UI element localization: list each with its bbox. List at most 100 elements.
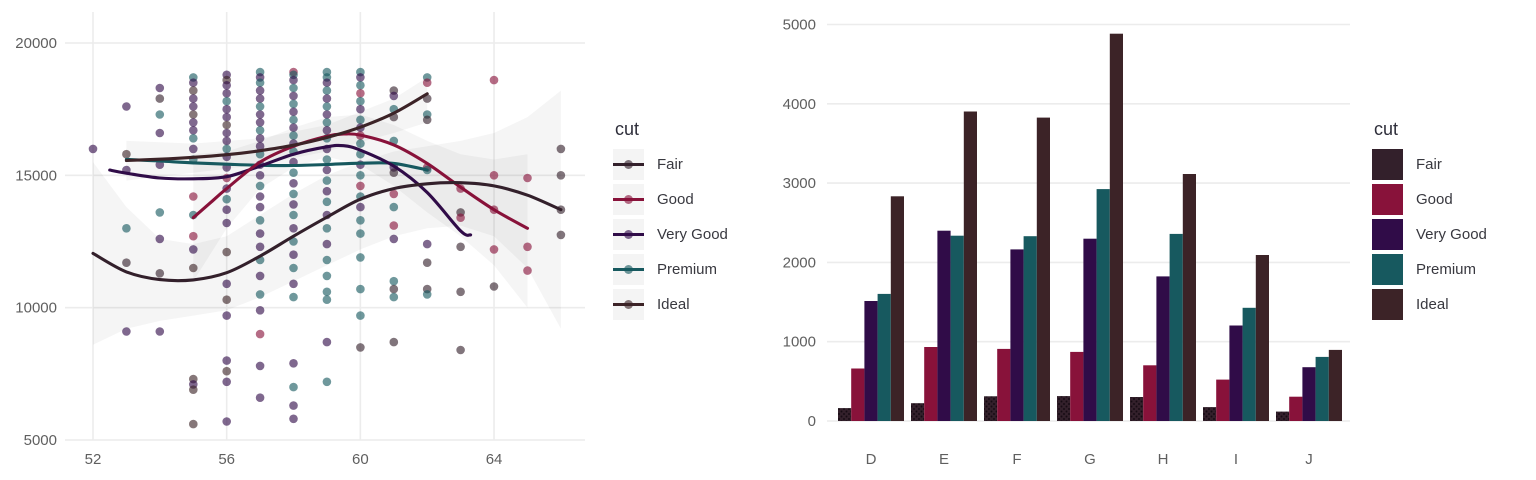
bar-ideal bbox=[1328, 349, 1342, 421]
scatter-point bbox=[289, 107, 298, 117]
legend-point bbox=[624, 195, 633, 204]
scatter-point bbox=[389, 337, 399, 347]
bar-good bbox=[1143, 365, 1157, 421]
bar-ideal bbox=[1036, 117, 1050, 421]
scatter-point bbox=[189, 118, 198, 127]
scatter-plot: 5000 10000 15000 20000 52 56 60 64 bbox=[15, 12, 585, 468]
scatter-point bbox=[356, 89, 365, 98]
bar-good bbox=[1289, 396, 1303, 421]
scatter-point bbox=[523, 242, 532, 252]
scatter-point bbox=[255, 86, 265, 95]
legend-swatch bbox=[1372, 254, 1403, 285]
legend-point bbox=[624, 160, 633, 169]
legend-point bbox=[624, 230, 633, 239]
scatter-point bbox=[255, 181, 265, 191]
scatter-point bbox=[222, 366, 231, 376]
scatter-point bbox=[155, 94, 165, 103]
scatter-point bbox=[322, 126, 332, 135]
scatter-point bbox=[255, 94, 265, 103]
scatter-point bbox=[289, 359, 298, 368]
scatter-point bbox=[456, 242, 465, 252]
legend-label: Ideal bbox=[657, 296, 690, 313]
legend-label: Fair bbox=[657, 156, 683, 173]
scatter-point bbox=[155, 269, 165, 278]
bar-legend: cut Fair Good Very Good Premium Ideal bbox=[1372, 119, 1532, 324]
legend-item-very-good: Very Good bbox=[613, 219, 773, 250]
bar-very-good bbox=[1229, 325, 1243, 421]
scatter-point bbox=[422, 115, 432, 125]
bar-group-I bbox=[1203, 255, 1269, 421]
scatter-point bbox=[523, 266, 532, 275]
legend-key-line bbox=[613, 289, 644, 320]
bar-group-F bbox=[984, 117, 1050, 421]
scatter-point bbox=[255, 271, 265, 281]
scatter-point bbox=[222, 247, 231, 257]
scatter-point bbox=[356, 171, 365, 180]
y-tick-label: 3000 bbox=[783, 175, 816, 192]
scatter-point bbox=[222, 120, 231, 130]
bar-premium bbox=[1315, 356, 1329, 421]
scatter-point bbox=[222, 356, 231, 365]
bar-good bbox=[1070, 351, 1084, 421]
scatter-point bbox=[289, 123, 298, 132]
scatter-point bbox=[255, 216, 265, 225]
legend-swatch bbox=[1372, 184, 1403, 215]
scatter-point bbox=[289, 382, 298, 392]
scatter-point bbox=[255, 242, 265, 252]
scatter-point bbox=[189, 94, 198, 103]
scatter-point bbox=[356, 343, 365, 352]
scatter-point bbox=[289, 401, 298, 410]
bar-premium bbox=[1169, 233, 1183, 421]
bar-very-good bbox=[1302, 367, 1316, 421]
scatter-point bbox=[389, 168, 399, 177]
y-tick-label: 5000 bbox=[783, 17, 816, 34]
bar-ideal bbox=[1182, 174, 1196, 421]
scatter-point bbox=[456, 287, 465, 297]
scatter-point bbox=[255, 78, 265, 87]
scatter-point bbox=[322, 110, 332, 119]
scatter-point bbox=[356, 181, 365, 191]
legend-label: Ideal bbox=[1416, 296, 1449, 313]
scatter-point bbox=[289, 91, 298, 101]
x-tick-label: D bbox=[866, 451, 877, 468]
scatter-point bbox=[255, 102, 265, 111]
bar-premium bbox=[950, 235, 964, 421]
scatter-point bbox=[189, 126, 198, 135]
legend-item-fair: Fair bbox=[1372, 149, 1532, 180]
scatter-point bbox=[222, 205, 231, 214]
scatter-point bbox=[289, 237, 298, 246]
scatter-point bbox=[88, 144, 98, 154]
scatter-point bbox=[389, 189, 399, 199]
scatter-point bbox=[122, 258, 131, 268]
scatter-point bbox=[155, 83, 165, 93]
scatter-point bbox=[322, 155, 332, 164]
scatter-point bbox=[422, 78, 432, 87]
scatter-point bbox=[255, 192, 265, 201]
scatter-point bbox=[122, 149, 131, 159]
scatter-point bbox=[389, 276, 399, 286]
scatter-point bbox=[356, 202, 365, 212]
scatter-point bbox=[322, 377, 332, 387]
x-tick-label: G bbox=[1084, 451, 1096, 468]
scatter-point bbox=[422, 290, 432, 299]
bar-group-G bbox=[1057, 33, 1123, 421]
scatter-point bbox=[356, 229, 365, 238]
legend-label: Premium bbox=[1416, 261, 1477, 278]
legend-item-very-good: Very Good bbox=[1372, 219, 1532, 250]
scatter-point bbox=[189, 110, 198, 119]
x-tick-label: H bbox=[1158, 451, 1169, 468]
scatter-point bbox=[289, 168, 298, 177]
legend-key-line bbox=[613, 219, 644, 250]
scatter-legend: cut Fair Good Very Good Premium Ideal bbox=[613, 119, 773, 324]
y-tick-label: 15000 bbox=[15, 167, 57, 184]
scatter-point bbox=[255, 110, 265, 119]
smooth-line-fair bbox=[91, 181, 563, 283]
legend-point bbox=[624, 265, 633, 274]
scatter-point bbox=[523, 173, 532, 183]
scatter-point bbox=[255, 393, 265, 403]
scatter-point bbox=[155, 208, 165, 217]
scatter-point bbox=[389, 292, 399, 302]
scatter-point bbox=[222, 81, 231, 90]
scatter-point bbox=[222, 128, 231, 138]
scatter-point bbox=[289, 75, 298, 85]
